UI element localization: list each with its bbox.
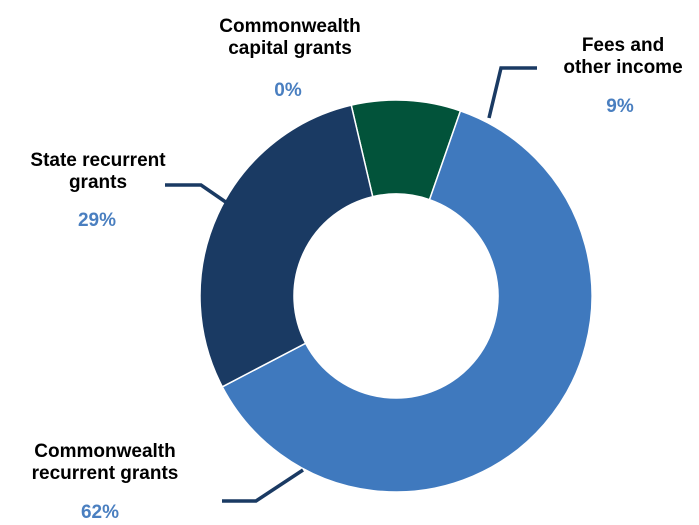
slice-value-commonwealth-capital-grants: 0% — [258, 80, 318, 102]
slice-label-fees-and-other-income: Fees and other income — [548, 35, 698, 79]
donut-slices — [200, 100, 592, 492]
slice-value-fees-and-other-income: 9% — [590, 96, 650, 118]
slice-label-commonwealth-capital-grants: Commonwealth capital grants — [190, 16, 390, 60]
slice-value-commonwealth-recurrent-grants: 62% — [70, 502, 130, 524]
leader-line-commonwealth-recurrent-grants — [222, 470, 303, 501]
leader-line-fees-and-other-income — [489, 68, 537, 118]
slice-label-state-recurrent-grants: State recurrent grants — [8, 150, 188, 194]
slice-state-recurrent-grants — [200, 105, 373, 387]
slice-label-commonwealth-recurrent-grants: Commonwealth recurrent grants — [0, 441, 210, 485]
slice-value-state-recurrent-grants: 29% — [67, 210, 127, 232]
